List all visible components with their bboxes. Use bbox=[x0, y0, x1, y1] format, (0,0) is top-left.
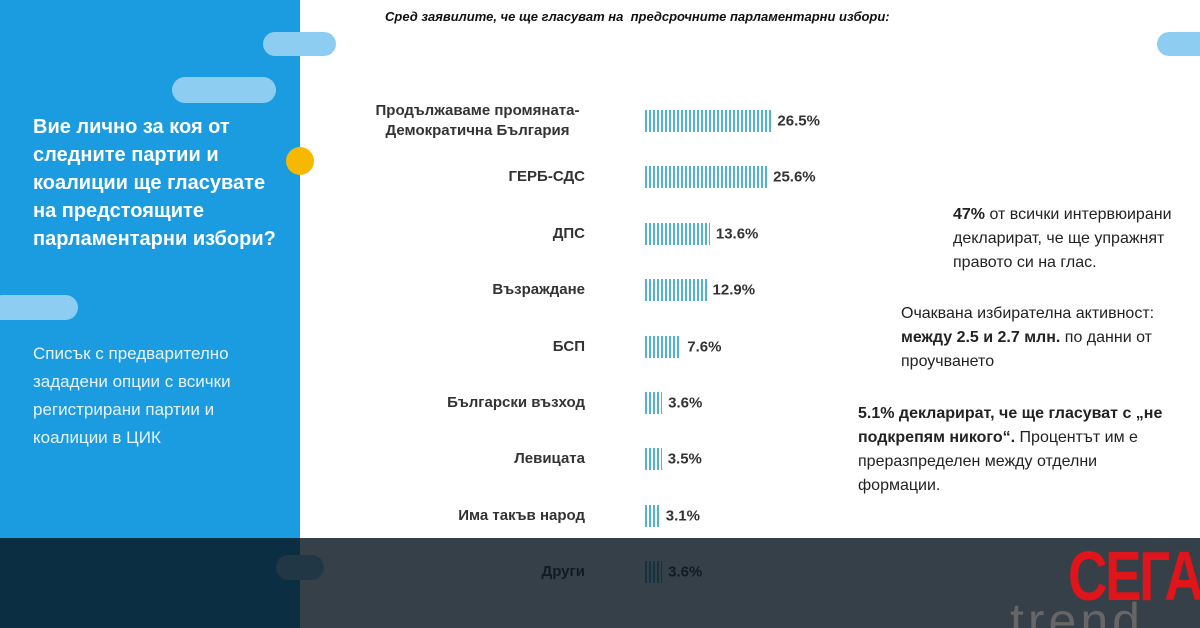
category-label: ДПС bbox=[552, 224, 585, 242]
decor-pill bbox=[0, 295, 78, 320]
annotation: Очаквана избирателна активност: между 2.… bbox=[901, 302, 1191, 374]
category-label: Левицата bbox=[514, 450, 585, 468]
value-label: 25.6% bbox=[773, 168, 816, 186]
bar bbox=[645, 279, 707, 302]
annotation-text: 5.1% декларират, че ще гласуват с „не по… bbox=[858, 405, 1167, 446]
category-label: БСП bbox=[552, 337, 585, 355]
value-label: 3.5% bbox=[667, 450, 702, 468]
value-label: 3.1% bbox=[665, 507, 700, 525]
annotation: 47% от всички интервюирани декларират, ч… bbox=[953, 203, 1188, 275]
chart-title: Сред заявилите, че ще гласуват на предср… bbox=[385, 9, 890, 24]
bar bbox=[645, 392, 663, 414]
decor-dot bbox=[286, 147, 314, 175]
category-label: Възраждане bbox=[492, 281, 585, 299]
value-label: 12.9% bbox=[712, 281, 756, 299]
bottom-overlay bbox=[0, 538, 1200, 628]
category-label: Продължаваме промяната-Демократична Бълг… bbox=[375, 102, 580, 139]
description: Списък с предварително зададени опции с … bbox=[33, 344, 231, 447]
decor-pill bbox=[263, 32, 336, 56]
logo: trend bbox=[1010, 593, 1144, 628]
bar bbox=[645, 504, 660, 527]
decor-pill bbox=[1157, 32, 1200, 56]
decor-pill bbox=[172, 77, 276, 103]
bar bbox=[645, 448, 662, 471]
value-label: 26.5% bbox=[777, 112, 820, 130]
annotation-text: Очаквана избирателна активност: bbox=[901, 305, 1159, 322]
annotation: 5.1% декларират, че ще гласуват с „не по… bbox=[858, 402, 1178, 498]
value-label: 3.6% bbox=[668, 394, 703, 412]
value-label: 13.6% bbox=[715, 225, 759, 243]
annotation-text: Процентът им е преразпределен между отде… bbox=[858, 429, 1143, 494]
category-label: ГЕРБ-СДС bbox=[508, 168, 585, 186]
logo: СЕГА bbox=[1068, 537, 1200, 615]
annotation-text: между 2.5 и 2.7 млн. bbox=[901, 329, 1061, 346]
question: Вие лично за коя от следните партии и ко… bbox=[33, 116, 276, 250]
bar bbox=[645, 166, 768, 189]
bar bbox=[645, 335, 682, 358]
annotation-text: от всички интервюирани декларират, че ще… bbox=[953, 206, 1176, 271]
category-label: Български възход bbox=[447, 394, 585, 411]
annotation-text: по данни от проучването bbox=[901, 329, 1157, 370]
annotation-text: 47% bbox=[953, 206, 986, 223]
category-label: Има такъв народ bbox=[458, 506, 585, 524]
bar bbox=[645, 222, 710, 245]
bar bbox=[645, 110, 772, 132]
value-label: 7.6% bbox=[687, 338, 722, 356]
